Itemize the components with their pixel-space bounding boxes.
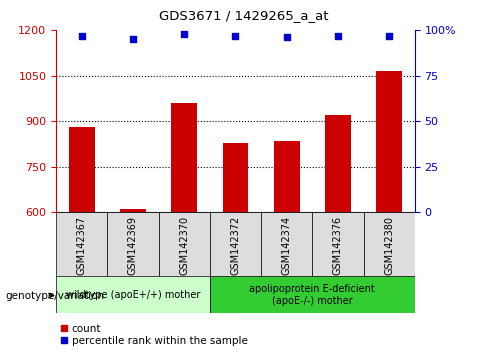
Bar: [210, 276, 415, 313]
Bar: [312, 212, 364, 278]
Bar: [120, 209, 146, 212]
Text: genotype/variation: genotype/variation: [5, 291, 104, 301]
Bar: [56, 212, 107, 278]
Point: [334, 33, 342, 38]
Bar: [210, 212, 261, 278]
Text: GDS3671 / 1429265_a_at: GDS3671 / 1429265_a_at: [159, 9, 329, 22]
Point: [232, 33, 240, 38]
Text: GSM142372: GSM142372: [230, 216, 241, 275]
Bar: [364, 212, 415, 278]
Text: GSM142376: GSM142376: [333, 216, 343, 275]
Text: GSM142380: GSM142380: [384, 216, 394, 275]
Point: [181, 31, 188, 36]
Bar: [376, 71, 402, 212]
Bar: [325, 115, 351, 212]
Bar: [223, 143, 248, 212]
Text: apolipoprotein E-deficient
(apoE-/-) mother: apolipoprotein E-deficient (apoE-/-) mot…: [249, 284, 375, 306]
Text: wildtype (apoE+/+) mother: wildtype (apoE+/+) mother: [66, 290, 200, 300]
Point: [78, 33, 86, 38]
Legend: count, percentile rank within the sample: count, percentile rank within the sample: [61, 324, 247, 346]
Text: GSM142370: GSM142370: [179, 216, 189, 275]
Bar: [171, 103, 197, 212]
Text: GSM142374: GSM142374: [282, 216, 292, 275]
Text: GSM142369: GSM142369: [128, 216, 138, 275]
Bar: [261, 212, 312, 278]
Bar: [107, 212, 159, 278]
Point: [129, 36, 137, 42]
Bar: [69, 127, 95, 212]
Bar: [159, 212, 210, 278]
Point: [386, 33, 393, 38]
Bar: [56, 276, 210, 313]
Bar: [274, 141, 300, 212]
Point: [283, 35, 291, 40]
Text: GSM142367: GSM142367: [77, 216, 87, 275]
